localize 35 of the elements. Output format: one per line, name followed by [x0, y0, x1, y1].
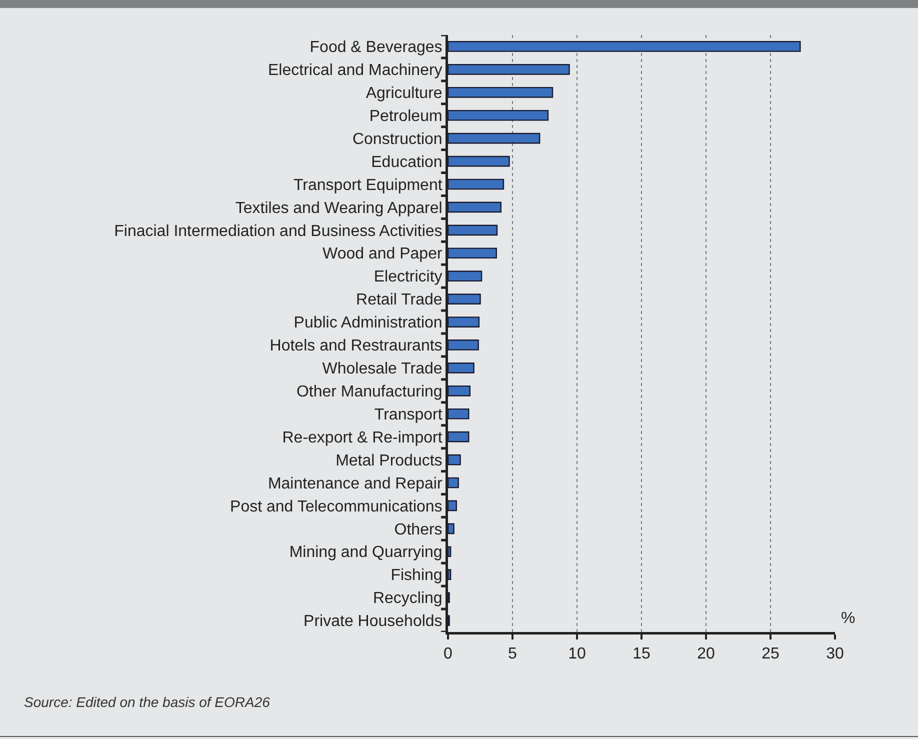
- x-tick-label: 25: [762, 646, 780, 663]
- y-tick-label: Public Administration: [294, 314, 442, 332]
- y-tick-label: Wholesale Trade: [322, 360, 442, 378]
- y-tick-label: Fishing: [390, 567, 442, 584]
- y-tick-label: Private Households: [304, 613, 442, 630]
- source-note: Source: Edited on the basis of EORA26: [24, 694, 270, 710]
- y-tick-label: Maintenance and Repair: [268, 475, 443, 492]
- y-tick-label: Electrical and Machinery: [268, 62, 442, 80]
- x-tick-label: 20: [697, 646, 715, 663]
- y-tick-label: Post and Telecommunications: [230, 498, 442, 516]
- x-tick-label: 5: [508, 646, 518, 663]
- y-tick-label: Construction: [352, 130, 442, 148]
- x-axis-title: %: [841, 610, 856, 627]
- y-tick-label: Other Manufacturing: [296, 384, 442, 400]
- x-tick-label: 0: [444, 646, 453, 663]
- y-tick-label: Textiles and Wearing Apparel: [235, 200, 442, 217]
- y-tick-label: Recycling: [372, 590, 442, 608]
- y-tick-label: Hotels and Restraurants: [270, 338, 442, 355]
- y-tick-label: Food & Beverages: [310, 39, 442, 56]
- y-tick-label: Education: [371, 154, 442, 171]
- y-tick-label: Finacial Intermediation and Business Activities: [114, 222, 442, 240]
- y-tick-label: Transport: [374, 406, 443, 424]
- y-tick-label: Electricity: [374, 268, 442, 286]
- y-tick-label: Wood and Paper: [322, 246, 443, 263]
- y-tick-label: Retail Trade: [356, 292, 442, 309]
- y-tick-label: Petroleum: [369, 108, 442, 125]
- y-tick-label: Transport Equipment: [293, 176, 443, 194]
- y-tick-label: Agriculture: [366, 85, 442, 102]
- x-tick-label: 15: [632, 646, 650, 663]
- y-tick-label: Mining and Quarrying: [289, 544, 442, 562]
- y-tick-label: Re-export & Re-import: [282, 429, 443, 446]
- y-tick-label: Others: [394, 521, 442, 538]
- x-tick-label: 30: [826, 646, 844, 663]
- x-tick-label: 10: [568, 646, 586, 663]
- y-tick-label: Metal Products: [336, 452, 442, 470]
